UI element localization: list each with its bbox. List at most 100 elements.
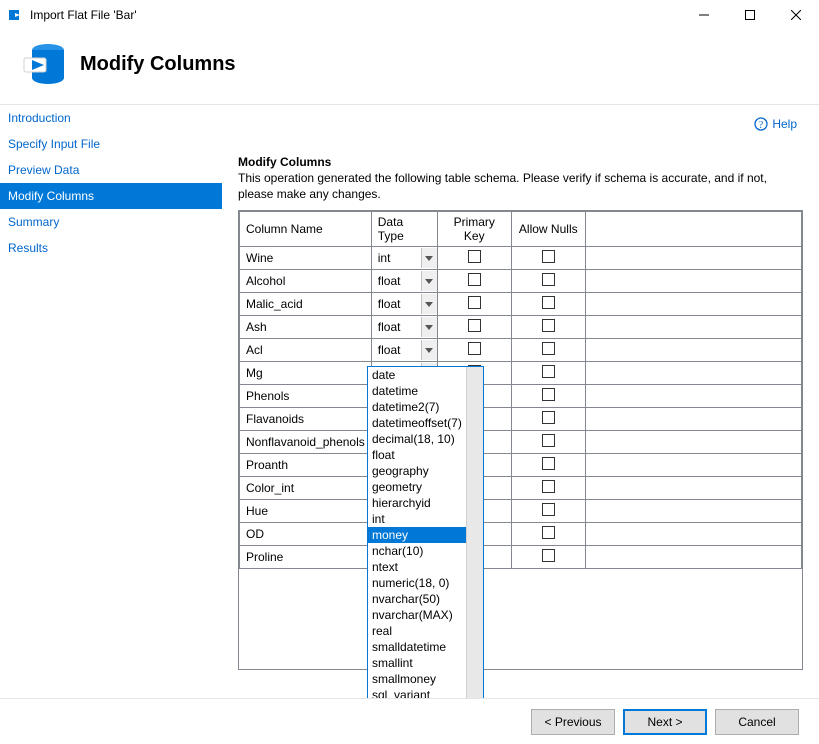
checkbox[interactable]	[542, 250, 555, 263]
allow-nulls-cell[interactable]	[511, 477, 585, 500]
column-name-cell[interactable]: Proline	[240, 546, 372, 569]
column-name-cell[interactable]: Wine	[240, 247, 372, 270]
dropdown-item[interactable]: datetimeoffset(7)	[368, 415, 466, 431]
close-button[interactable]	[773, 0, 819, 30]
column-name-cell[interactable]: Color_int	[240, 477, 372, 500]
allow-nulls-cell[interactable]	[511, 247, 585, 270]
datatype-cell[interactable]: int	[371, 247, 437, 270]
previous-button[interactable]: < Previous	[531, 709, 615, 735]
allow-nulls-cell[interactable]	[511, 523, 585, 546]
sidebar-item[interactable]: Modify Columns	[0, 183, 222, 209]
datatype-cell[interactable]: float	[371, 293, 437, 316]
checkbox[interactable]	[542, 434, 555, 447]
checkbox[interactable]	[542, 503, 555, 516]
column-name-cell[interactable]: Ash	[240, 316, 372, 339]
dropdown-item[interactable]: smalldatetime	[368, 639, 466, 655]
primary-key-cell[interactable]	[437, 247, 511, 270]
checkbox[interactable]	[542, 319, 555, 332]
dropdown-item[interactable]: nvarchar(50)	[368, 591, 466, 607]
allow-nulls-cell[interactable]	[511, 293, 585, 316]
chevron-down-icon[interactable]	[421, 248, 437, 268]
column-name-cell[interactable]: Alcohol	[240, 270, 372, 293]
column-name-cell[interactable]: Proanth	[240, 454, 372, 477]
checkbox[interactable]	[542, 342, 555, 355]
column-name-cell[interactable]: OD	[240, 523, 372, 546]
chevron-down-icon[interactable]	[421, 271, 437, 291]
checkbox[interactable]	[542, 549, 555, 562]
dropdown-item[interactable]: money	[368, 527, 466, 543]
checkbox[interactable]	[542, 388, 555, 401]
dropdown-item[interactable]: real	[368, 623, 466, 639]
column-name-cell[interactable]: Malic_acid	[240, 293, 372, 316]
primary-key-cell[interactable]	[437, 339, 511, 362]
sidebar-item[interactable]: Summary	[0, 209, 222, 235]
sidebar-item[interactable]: Introduction	[0, 105, 222, 131]
dropdown-item[interactable]: datetime	[368, 383, 466, 399]
column-name-cell[interactable]: Nonflavanoid_phenols	[240, 431, 372, 454]
allow-nulls-cell[interactable]	[511, 339, 585, 362]
chevron-down-icon[interactable]	[421, 340, 437, 360]
checkbox[interactable]	[468, 296, 481, 309]
allow-nulls-cell[interactable]	[511, 546, 585, 569]
next-button[interactable]: Next >	[623, 709, 707, 735]
minimize-button[interactable]	[681, 0, 727, 30]
dropdown-item[interactable]: float	[368, 447, 466, 463]
dropdown-item[interactable]: decimal(18, 10)	[368, 431, 466, 447]
checkbox[interactable]	[542, 480, 555, 493]
allow-nulls-cell[interactable]	[511, 454, 585, 477]
sidebar-item[interactable]: Results	[0, 235, 222, 261]
primary-key-cell[interactable]	[437, 316, 511, 339]
chevron-down-icon[interactable]	[421, 294, 437, 314]
checkbox[interactable]	[468, 319, 481, 332]
dropdown-item[interactable]: nvarchar(MAX)	[368, 607, 466, 623]
cancel-button[interactable]: Cancel	[715, 709, 799, 735]
allow-nulls-cell[interactable]	[511, 500, 585, 523]
help-label: Help	[772, 117, 797, 131]
datatype-cell[interactable]: float	[371, 316, 437, 339]
sidebar-item[interactable]: Preview Data	[0, 157, 222, 183]
allow-nulls-cell[interactable]	[511, 316, 585, 339]
primary-key-cell[interactable]	[437, 293, 511, 316]
checkbox[interactable]	[542, 526, 555, 539]
column-name-cell[interactable]: Flavanoids	[240, 408, 372, 431]
checkbox[interactable]	[468, 273, 481, 286]
help-link[interactable]: ? Help	[754, 117, 797, 131]
checkbox[interactable]	[542, 273, 555, 286]
sidebar: IntroductionSpecify Input FilePreview Da…	[0, 105, 222, 698]
dropdown-item[interactable]: ntext	[368, 559, 466, 575]
sidebar-item[interactable]: Specify Input File	[0, 131, 222, 157]
dropdown-item[interactable]: smallmoney	[368, 671, 466, 687]
checkbox[interactable]	[542, 457, 555, 470]
allow-nulls-cell[interactable]	[511, 385, 585, 408]
dropdown-item[interactable]: datetime2(7)	[368, 399, 466, 415]
datatype-cell[interactable]: float	[371, 339, 437, 362]
allow-nulls-cell[interactable]	[511, 408, 585, 431]
column-name-cell[interactable]: Hue	[240, 500, 372, 523]
checkbox[interactable]	[542, 411, 555, 424]
dropdown-item[interactable]: date	[368, 367, 466, 383]
allow-nulls-cell[interactable]	[511, 270, 585, 293]
column-name-cell[interactable]: Mg	[240, 362, 372, 385]
checkbox[interactable]	[542, 296, 555, 309]
dropdown-item[interactable]: smallint	[368, 655, 466, 671]
dropdown-item[interactable]: hierarchyid	[368, 495, 466, 511]
dropdown-item[interactable]: numeric(18, 0)	[368, 575, 466, 591]
datatype-cell[interactable]: float	[371, 270, 437, 293]
dropdown-item[interactable]: geography	[368, 463, 466, 479]
column-name-cell[interactable]: Acl	[240, 339, 372, 362]
chevron-down-icon[interactable]	[421, 317, 437, 337]
primary-key-cell[interactable]	[437, 270, 511, 293]
dropdown-item[interactable]: geometry	[368, 479, 466, 495]
dropdown-item[interactable]: sql_variant	[368, 687, 466, 698]
checkbox[interactable]	[468, 342, 481, 355]
dropdown-item[interactable]: int	[368, 511, 466, 527]
checkbox[interactable]	[468, 250, 481, 263]
allow-nulls-cell[interactable]	[511, 362, 585, 385]
column-name-cell[interactable]: Phenols	[240, 385, 372, 408]
datatype-dropdown[interactable]: datedatetimedatetime2(7)datetimeoffset(7…	[367, 366, 484, 698]
dropdown-scrollbar[interactable]	[466, 367, 483, 698]
maximize-button[interactable]	[727, 0, 773, 30]
allow-nulls-cell[interactable]	[511, 431, 585, 454]
checkbox[interactable]	[542, 365, 555, 378]
dropdown-item[interactable]: nchar(10)	[368, 543, 466, 559]
